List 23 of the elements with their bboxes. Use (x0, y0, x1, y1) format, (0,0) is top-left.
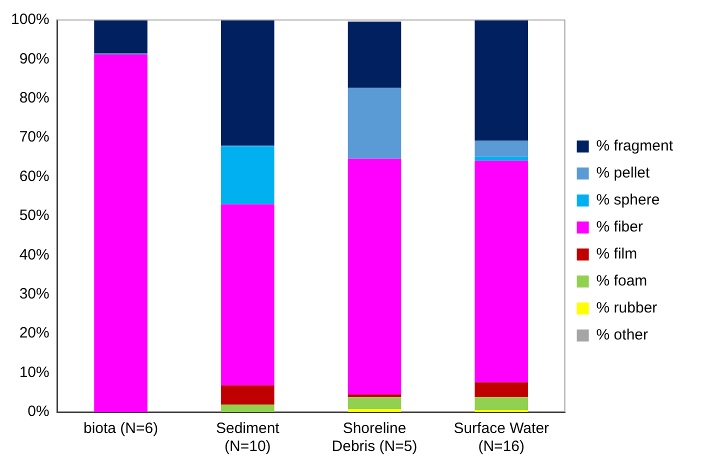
legend-label: % rubber (596, 300, 658, 317)
y-tick-label: 50% (19, 207, 50, 224)
y-tick-label: 70% (19, 128, 50, 146)
y-tick-label: 90% (19, 50, 50, 68)
y-tick-label: 40% (19, 246, 50, 264)
y-tick-label: 20% (19, 324, 50, 342)
legend-label: % fiber (596, 218, 643, 236)
x-tick-label: biota (N=6) (83, 420, 158, 438)
y-tick-label: 80% (19, 90, 50, 107)
legend-label: % film (596, 246, 638, 263)
x-tick-label: Sediment (N=10) (216, 420, 280, 456)
legend-label: % foam (596, 272, 648, 290)
legend-label: % fragment (596, 138, 674, 155)
y-tick-label: 100% (10, 11, 50, 28)
legend-label: % sphere (596, 192, 660, 209)
legend-label: % other (596, 326, 648, 344)
y-tick-label: 0% (28, 403, 50, 420)
y-tick-label: 30% (19, 286, 50, 303)
legend-label: % pellet (596, 164, 650, 182)
y-tick-label: 60% (19, 168, 50, 185)
y-tick-label: 10% (19, 364, 50, 381)
x-tick-label: Shoreline Debris (N=5) (332, 420, 418, 456)
x-tick-label: Surface Water (N=16) (454, 420, 550, 456)
